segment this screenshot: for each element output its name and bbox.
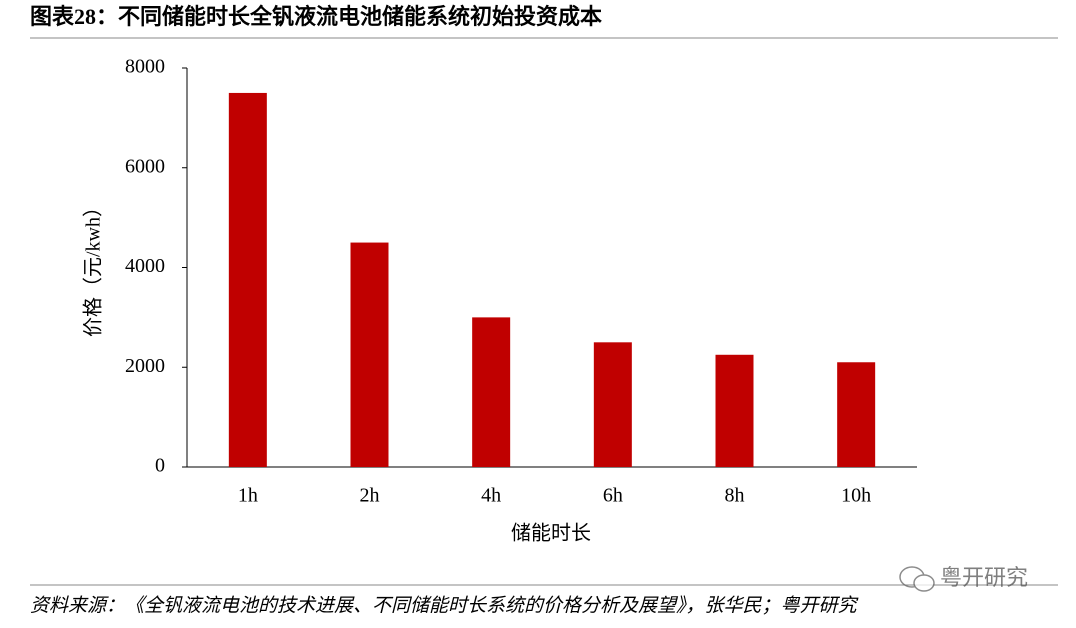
y-tick-label: 0 bbox=[155, 455, 165, 477]
bar bbox=[715, 354, 754, 467]
y-tick-label: 6000 bbox=[125, 155, 165, 177]
watermark-text: 粤开研究 bbox=[940, 565, 1028, 590]
watermark-icon bbox=[913, 574, 935, 592]
x-axis-label: 储能时长 bbox=[511, 522, 591, 545]
y-tick-label: 8000 bbox=[125, 56, 165, 78]
x-tick-label: 8h bbox=[725, 485, 745, 507]
source: 资料来源：《全钒液流电池的技术进展、不同储能时长系统的价格分析及展望》，张华民；… bbox=[30, 594, 860, 616]
bar bbox=[837, 362, 876, 467]
y-tick-label: 4000 bbox=[125, 255, 165, 277]
watermark: 粤开研究 bbox=[899, 565, 1028, 592]
x-tick-label: 2h bbox=[360, 485, 380, 507]
x-tick-label: 4h bbox=[481, 485, 501, 507]
chart-title: 图表28：不同储能时长全钒液流电池储能系统初始投资成本 bbox=[30, 4, 602, 29]
x-tick-label: 6h bbox=[603, 485, 623, 507]
x-tick-label: 1h bbox=[238, 485, 258, 507]
x-tick-label: 10h bbox=[841, 485, 871, 507]
y-tick-label: 2000 bbox=[125, 355, 165, 377]
bar bbox=[350, 242, 389, 467]
bar bbox=[228, 92, 267, 467]
bar bbox=[593, 342, 632, 467]
y-axis-label: 价格（元/kwh） bbox=[82, 197, 105, 337]
bar bbox=[472, 317, 511, 467]
